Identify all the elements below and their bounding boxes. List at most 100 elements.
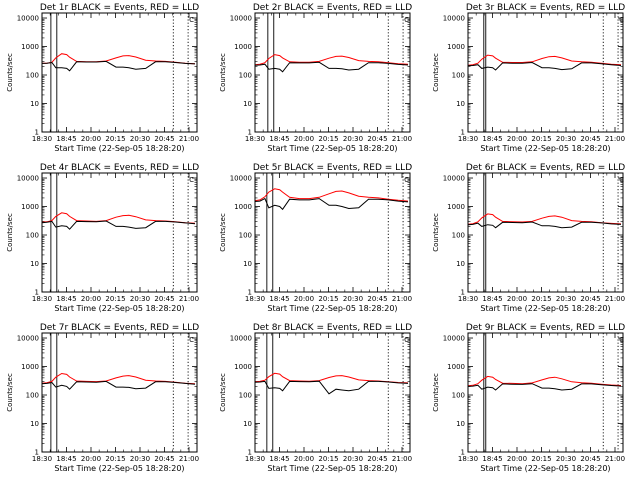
- plot-frame: [467, 12, 624, 133]
- panel-det-5: Det 5r BLACK = Events, RED = LLD 1 10 100 10…: [219, 163, 412, 313]
- x-tick-label: 21:00: [179, 455, 199, 463]
- x-tick-label: 20:00: [294, 295, 314, 303]
- series-line-lld: [467, 213, 622, 225]
- y-tick-label: 10000: [17, 175, 39, 183]
- x-axis-label: Start Time (22-Sep-05 18:28:20): [267, 464, 397, 473]
- y-axis-label: Counts/sec: [6, 373, 14, 412]
- x-tick-label: 20:45: [580, 455, 600, 463]
- series-line-events: [467, 61, 622, 71]
- panel-title: Det 5r BLACK = Events, RED = LLD: [253, 163, 412, 173]
- x-tick-label: 18:30: [32, 455, 52, 463]
- y-tick-label: 10: [456, 100, 465, 108]
- x-tick-label: 20:00: [507, 135, 527, 143]
- panel-title: Det 3r BLACK = Events, RED = LLD: [466, 3, 625, 13]
- y-tick-label: 100: [26, 392, 39, 400]
- y-tick-label: 100: [452, 392, 465, 400]
- panel-title: Det 4r BLACK = Events, RED = LLD: [40, 163, 199, 173]
- plot-frame: [467, 332, 624, 453]
- y-axis-label: Counts/sec: [432, 213, 440, 252]
- y-tick-label: 1: [461, 129, 465, 137]
- x-tick-label: 20:15: [318, 135, 338, 143]
- y-tick-label: 1: [35, 129, 39, 137]
- panel-det-4: Det 4r BLACK = Events, RED = LLD 1 10 100 10…: [6, 163, 199, 313]
- y-tick-label: 1000: [447, 43, 465, 51]
- x-tick-label: 20:15: [531, 455, 551, 463]
- x-tick-label: 18:45: [56, 135, 76, 143]
- series-line-lld: [254, 372, 409, 384]
- x-tick-label: 20:30: [343, 455, 363, 463]
- y-tick-label: 1: [248, 289, 252, 297]
- x-tick-label: 18:45: [482, 455, 502, 463]
- y-tick-label: 100: [452, 72, 465, 80]
- y-tick-label: 100: [26, 232, 39, 240]
- panel-det-9: Det 9r BLACK = Events, RED = LLD 1 10 100 10…: [432, 323, 625, 473]
- series-line-lld: [254, 188, 409, 202]
- x-tick-label: 18:30: [32, 135, 52, 143]
- x-tick-label: 20:00: [81, 455, 101, 463]
- x-tick-label: 20:45: [154, 135, 174, 143]
- plot-frame: [254, 332, 411, 453]
- x-tick-label: 18:45: [482, 295, 502, 303]
- x-tick-label: 20:30: [556, 135, 576, 143]
- x-axis-label: Start Time (22-Sep-05 18:28:20): [54, 464, 184, 473]
- panel-title: Det 2r BLACK = Events, RED = LLD: [253, 3, 412, 13]
- y-tick-label: 1: [35, 289, 39, 297]
- x-axis-label: Start Time (22-Sep-05 18:28:20): [480, 144, 610, 153]
- y-tick-label: 100: [452, 232, 465, 240]
- series-line-events: [254, 380, 409, 395]
- y-tick-label: 100: [239, 72, 252, 80]
- x-tick-label: 18:30: [458, 135, 478, 143]
- x-axis-label: Start Time (22-Sep-05 18:28:20): [267, 304, 397, 313]
- x-tick-label: 20:45: [154, 455, 174, 463]
- y-tick-label: 10: [30, 260, 39, 268]
- panel-title: Det 9r BLACK = Events, RED = LLD: [466, 323, 625, 333]
- y-tick-label: 10: [456, 420, 465, 428]
- event-marker-label: C: [404, 16, 409, 24]
- series-line-lld: [467, 375, 622, 387]
- y-tick-label: 10000: [17, 335, 39, 343]
- x-tick-label: 20:30: [130, 135, 150, 143]
- x-tick-label: 20:15: [531, 295, 551, 303]
- panel-title: Det 1r BLACK = Events, RED = LLD: [40, 3, 199, 13]
- x-tick-label: 18:45: [56, 455, 76, 463]
- series-line-events: [41, 60, 196, 72]
- series-line-events: [41, 380, 196, 390]
- y-tick-label: 1000: [21, 203, 39, 211]
- panel-title: Det 8r BLACK = Events, RED = LLD: [253, 323, 412, 333]
- x-tick-label: 20:30: [130, 455, 150, 463]
- y-tick-label: 100: [239, 232, 252, 240]
- x-tick-label: 20:30: [556, 455, 576, 463]
- x-axis-label: Start Time (22-Sep-05 18:28:20): [54, 304, 184, 313]
- x-tick-label: 18:30: [245, 135, 265, 143]
- x-axis-label: Start Time (22-Sep-05 18:28:20): [54, 144, 184, 153]
- series-line-events: [467, 383, 622, 391]
- y-axis-label: Counts/sec: [6, 53, 14, 92]
- x-tick-label: 20:30: [343, 295, 363, 303]
- panel-det-3: Det 3r BLACK = Events, RED = LLD 1 10 100 10…: [432, 3, 625, 153]
- x-tick-label: 18:45: [56, 295, 76, 303]
- panel-det-8: Det 8r BLACK = Events, RED = LLD 1 10 100 10…: [219, 323, 412, 473]
- y-tick-label: 100: [26, 72, 39, 80]
- event-marker-label: C: [619, 16, 624, 24]
- x-tick-label: 18:30: [245, 455, 265, 463]
- plot-frame: [41, 172, 198, 293]
- y-tick-label: 1000: [447, 203, 465, 211]
- x-tick-label: 18:30: [458, 455, 478, 463]
- x-tick-label: 20:30: [556, 295, 576, 303]
- event-marker-label: C: [619, 336, 624, 344]
- y-tick-label: 1000: [234, 363, 252, 371]
- y-tick-label: 1: [248, 449, 252, 457]
- y-axis-label: Counts/sec: [432, 373, 440, 412]
- x-tick-label: 20:15: [105, 135, 125, 143]
- x-tick-label: 18:30: [245, 295, 265, 303]
- x-tick-label: 18:30: [458, 295, 478, 303]
- panel-det-6: Det 6r BLACK = Events, RED = LLD 1 10 100 10…: [432, 163, 625, 313]
- x-tick-label: 20:15: [318, 295, 338, 303]
- panel-title: Det 7r BLACK = Events, RED = LLD: [40, 323, 199, 333]
- x-tick-label: 20:15: [105, 295, 125, 303]
- x-tick-label: 20:00: [507, 295, 527, 303]
- event-marker-label: C: [404, 176, 409, 184]
- y-tick-label: 10000: [443, 15, 465, 23]
- x-tick-label: 20:00: [81, 135, 101, 143]
